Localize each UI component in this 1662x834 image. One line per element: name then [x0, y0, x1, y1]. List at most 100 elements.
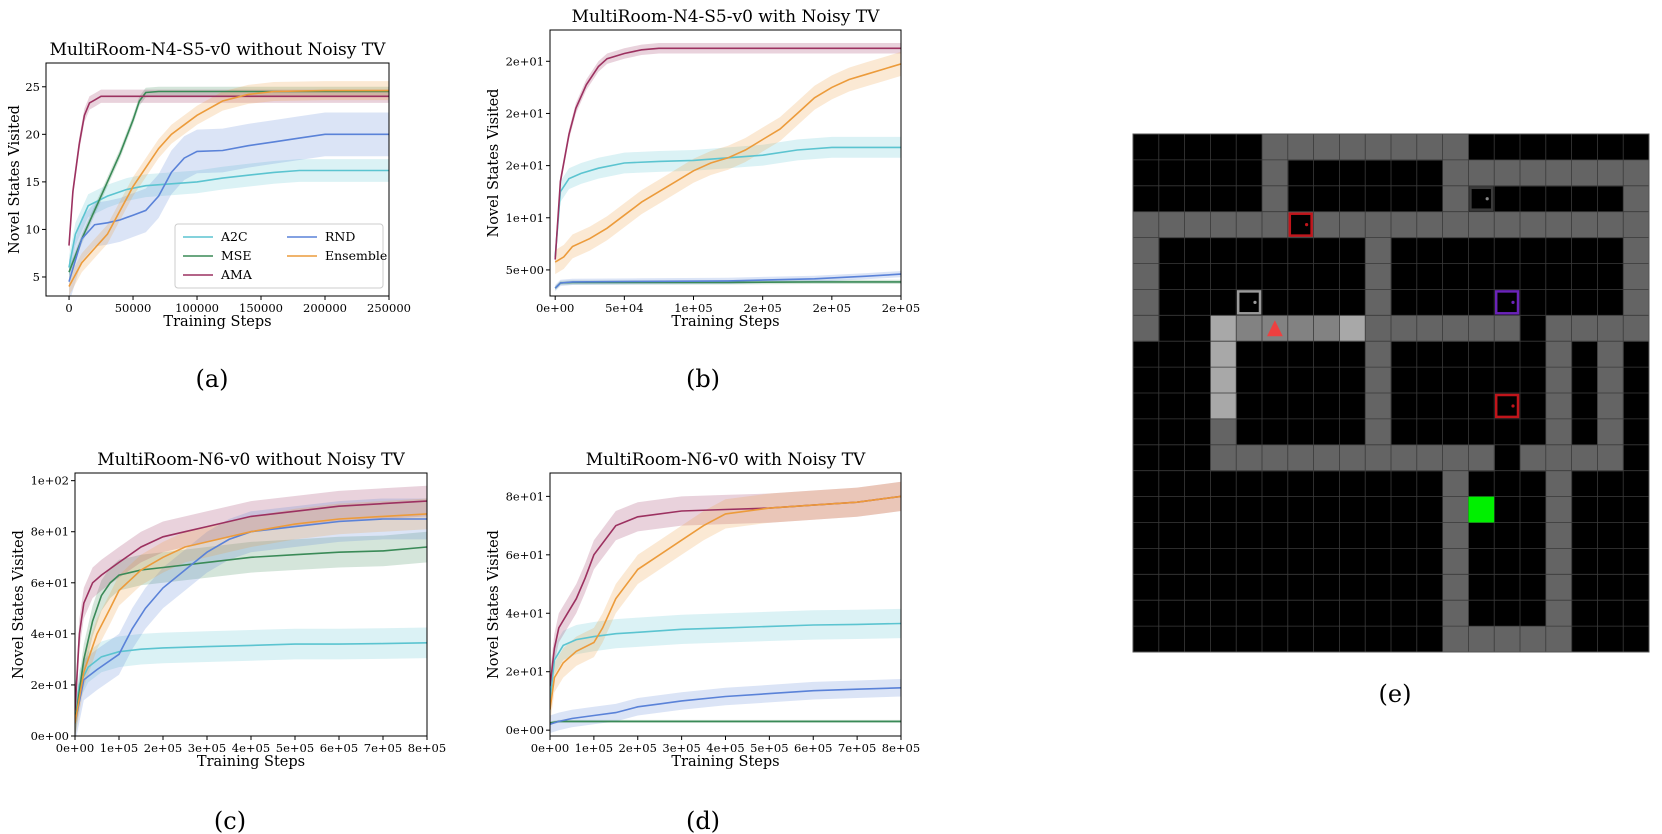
axes-frame	[549, 29, 902, 297]
series-line-rnd	[68, 133, 389, 282]
series-line-ensemble	[68, 89, 389, 287]
wall-cell	[1133, 315, 1160, 342]
wall-cell	[1365, 211, 1392, 239]
wall-cell	[1287, 444, 1315, 472]
wall-cell	[1442, 600, 1469, 627]
wall-cell	[1545, 522, 1573, 549]
wall-cell	[1545, 626, 1573, 653]
x-tick-label: 2e+05	[743, 301, 781, 315]
x-tick-label: 2e+05	[813, 301, 851, 315]
wall-cell	[1313, 134, 1340, 161]
wall-cell	[1133, 263, 1160, 290]
wall-cell	[1597, 367, 1624, 394]
band-a2c	[550, 608, 901, 716]
y-tick-label: 2e+01	[31, 678, 69, 692]
series-line-ensemble	[554, 63, 901, 263]
wall-cell	[1623, 185, 1650, 213]
wall-cell	[1236, 211, 1263, 239]
wall-cell	[1571, 211, 1598, 239]
door	[1288, 212, 1313, 237]
wall-cell	[1365, 315, 1392, 342]
wall-cell	[1365, 367, 1392, 394]
visible-floor-cell	[1287, 341, 1314, 368]
caption-a: (a)	[195, 365, 228, 393]
chart-title: MultiRoom-N6-v0 without Noisy TV	[97, 450, 405, 470]
y-tick-label: 6e+01	[506, 548, 544, 562]
wall-cell	[1339, 211, 1366, 239]
door-handle	[1511, 404, 1515, 408]
x-tick-label: 2e+05	[619, 741, 657, 755]
y-tick-label: 4e+01	[506, 606, 544, 620]
y-tick-label: 5	[33, 270, 40, 284]
band-a2c	[69, 159, 389, 279]
wall-cell	[1597, 341, 1624, 368]
wall-cell	[1210, 418, 1237, 446]
band-a2c	[555, 136, 901, 268]
wall-cell	[1468, 626, 1495, 653]
series-line-ama	[554, 47, 901, 260]
wall-cell	[1442, 496, 1469, 523]
series-line-ama	[75, 500, 427, 711]
door	[1236, 290, 1262, 315]
wall-cell	[1545, 574, 1573, 601]
wall-cell	[1442, 211, 1469, 239]
wall-cell	[1545, 315, 1573, 342]
wall-cell	[1133, 289, 1160, 316]
x-tick-label: 4e+05	[232, 741, 270, 755]
legend: A2C RND MSE Ensemble AMA	[174, 223, 387, 289]
x-tick-label: 1e+05	[575, 741, 613, 755]
y-tick-label: 4e+01	[31, 627, 69, 641]
wall-cell	[1571, 315, 1598, 342]
wall-cell	[1545, 341, 1573, 368]
wall-cell	[1623, 315, 1650, 342]
visible-floor-cell	[1236, 341, 1262, 368]
wall-cell	[1365, 341, 1392, 368]
wall-cell	[1339, 444, 1366, 472]
series-line-mse	[68, 90, 389, 273]
caption-c: (c)	[214, 807, 246, 834]
wall-cell	[1545, 159, 1573, 187]
x-tick-label: 1e+05	[674, 301, 712, 315]
chart-title: MultiRoom-N6-v0 with Noisy TV	[586, 450, 866, 470]
plot-area	[68, 81, 389, 296]
series-line-a2c	[554, 146, 901, 257]
wall-cell	[1623, 237, 1650, 264]
y-tick-label: 1e+01	[506, 211, 544, 225]
wall-cell	[1262, 134, 1289, 161]
wall-cell	[1391, 444, 1418, 472]
wall-cell	[1597, 159, 1624, 187]
wall-cell	[1545, 600, 1573, 627]
x-axis-label: Training Steps	[197, 754, 305, 770]
wall-cell	[1494, 159, 1521, 187]
x-tick-label: 200000	[303, 301, 347, 315]
wall-cell	[1597, 444, 1624, 472]
y-tick-label: 15	[25, 175, 40, 189]
band-ama	[75, 485, 427, 726]
visible-floor-cell	[1236, 367, 1262, 393]
wall-cell	[1391, 211, 1418, 239]
wall-cell	[1623, 263, 1650, 290]
x-tick-label: 1e+05	[100, 741, 138, 755]
x-tick-label: 6e+05	[320, 741, 358, 755]
wall-cell	[1494, 211, 1521, 239]
y-tick-label: 2e+01	[506, 665, 544, 679]
wall-cell	[1210, 341, 1237, 368]
band-rnd	[69, 112, 389, 296]
band-ensemble	[550, 481, 901, 725]
wall-cell	[1545, 496, 1573, 523]
chart-a: 0 50000 100000 150000 200000 250000 5 10 15 20 25 M…	[7, 40, 411, 330]
y-tick-label: 0e+00	[506, 723, 544, 737]
wall-cell	[1210, 393, 1237, 420]
wall-cell	[1339, 315, 1366, 342]
wall-cell	[1391, 315, 1418, 342]
y-axis-label: Novel States Visited	[486, 530, 502, 679]
series-line-ensemble	[550, 495, 901, 710]
visible-floor-cell	[1313, 367, 1340, 393]
wall-cell	[1442, 470, 1469, 498]
y-tick-label: 2e+01	[506, 54, 544, 68]
chart-b: 0e+00 5e+04 1e+05 2e+05 2e+05 2e+05 5e+00 1e+01…	[486, 7, 920, 330]
wall-cell	[1442, 548, 1469, 575]
door	[1494, 290, 1520, 315]
wall-cell	[1468, 315, 1495, 342]
x-tick-label: 8e+05	[408, 741, 446, 755]
